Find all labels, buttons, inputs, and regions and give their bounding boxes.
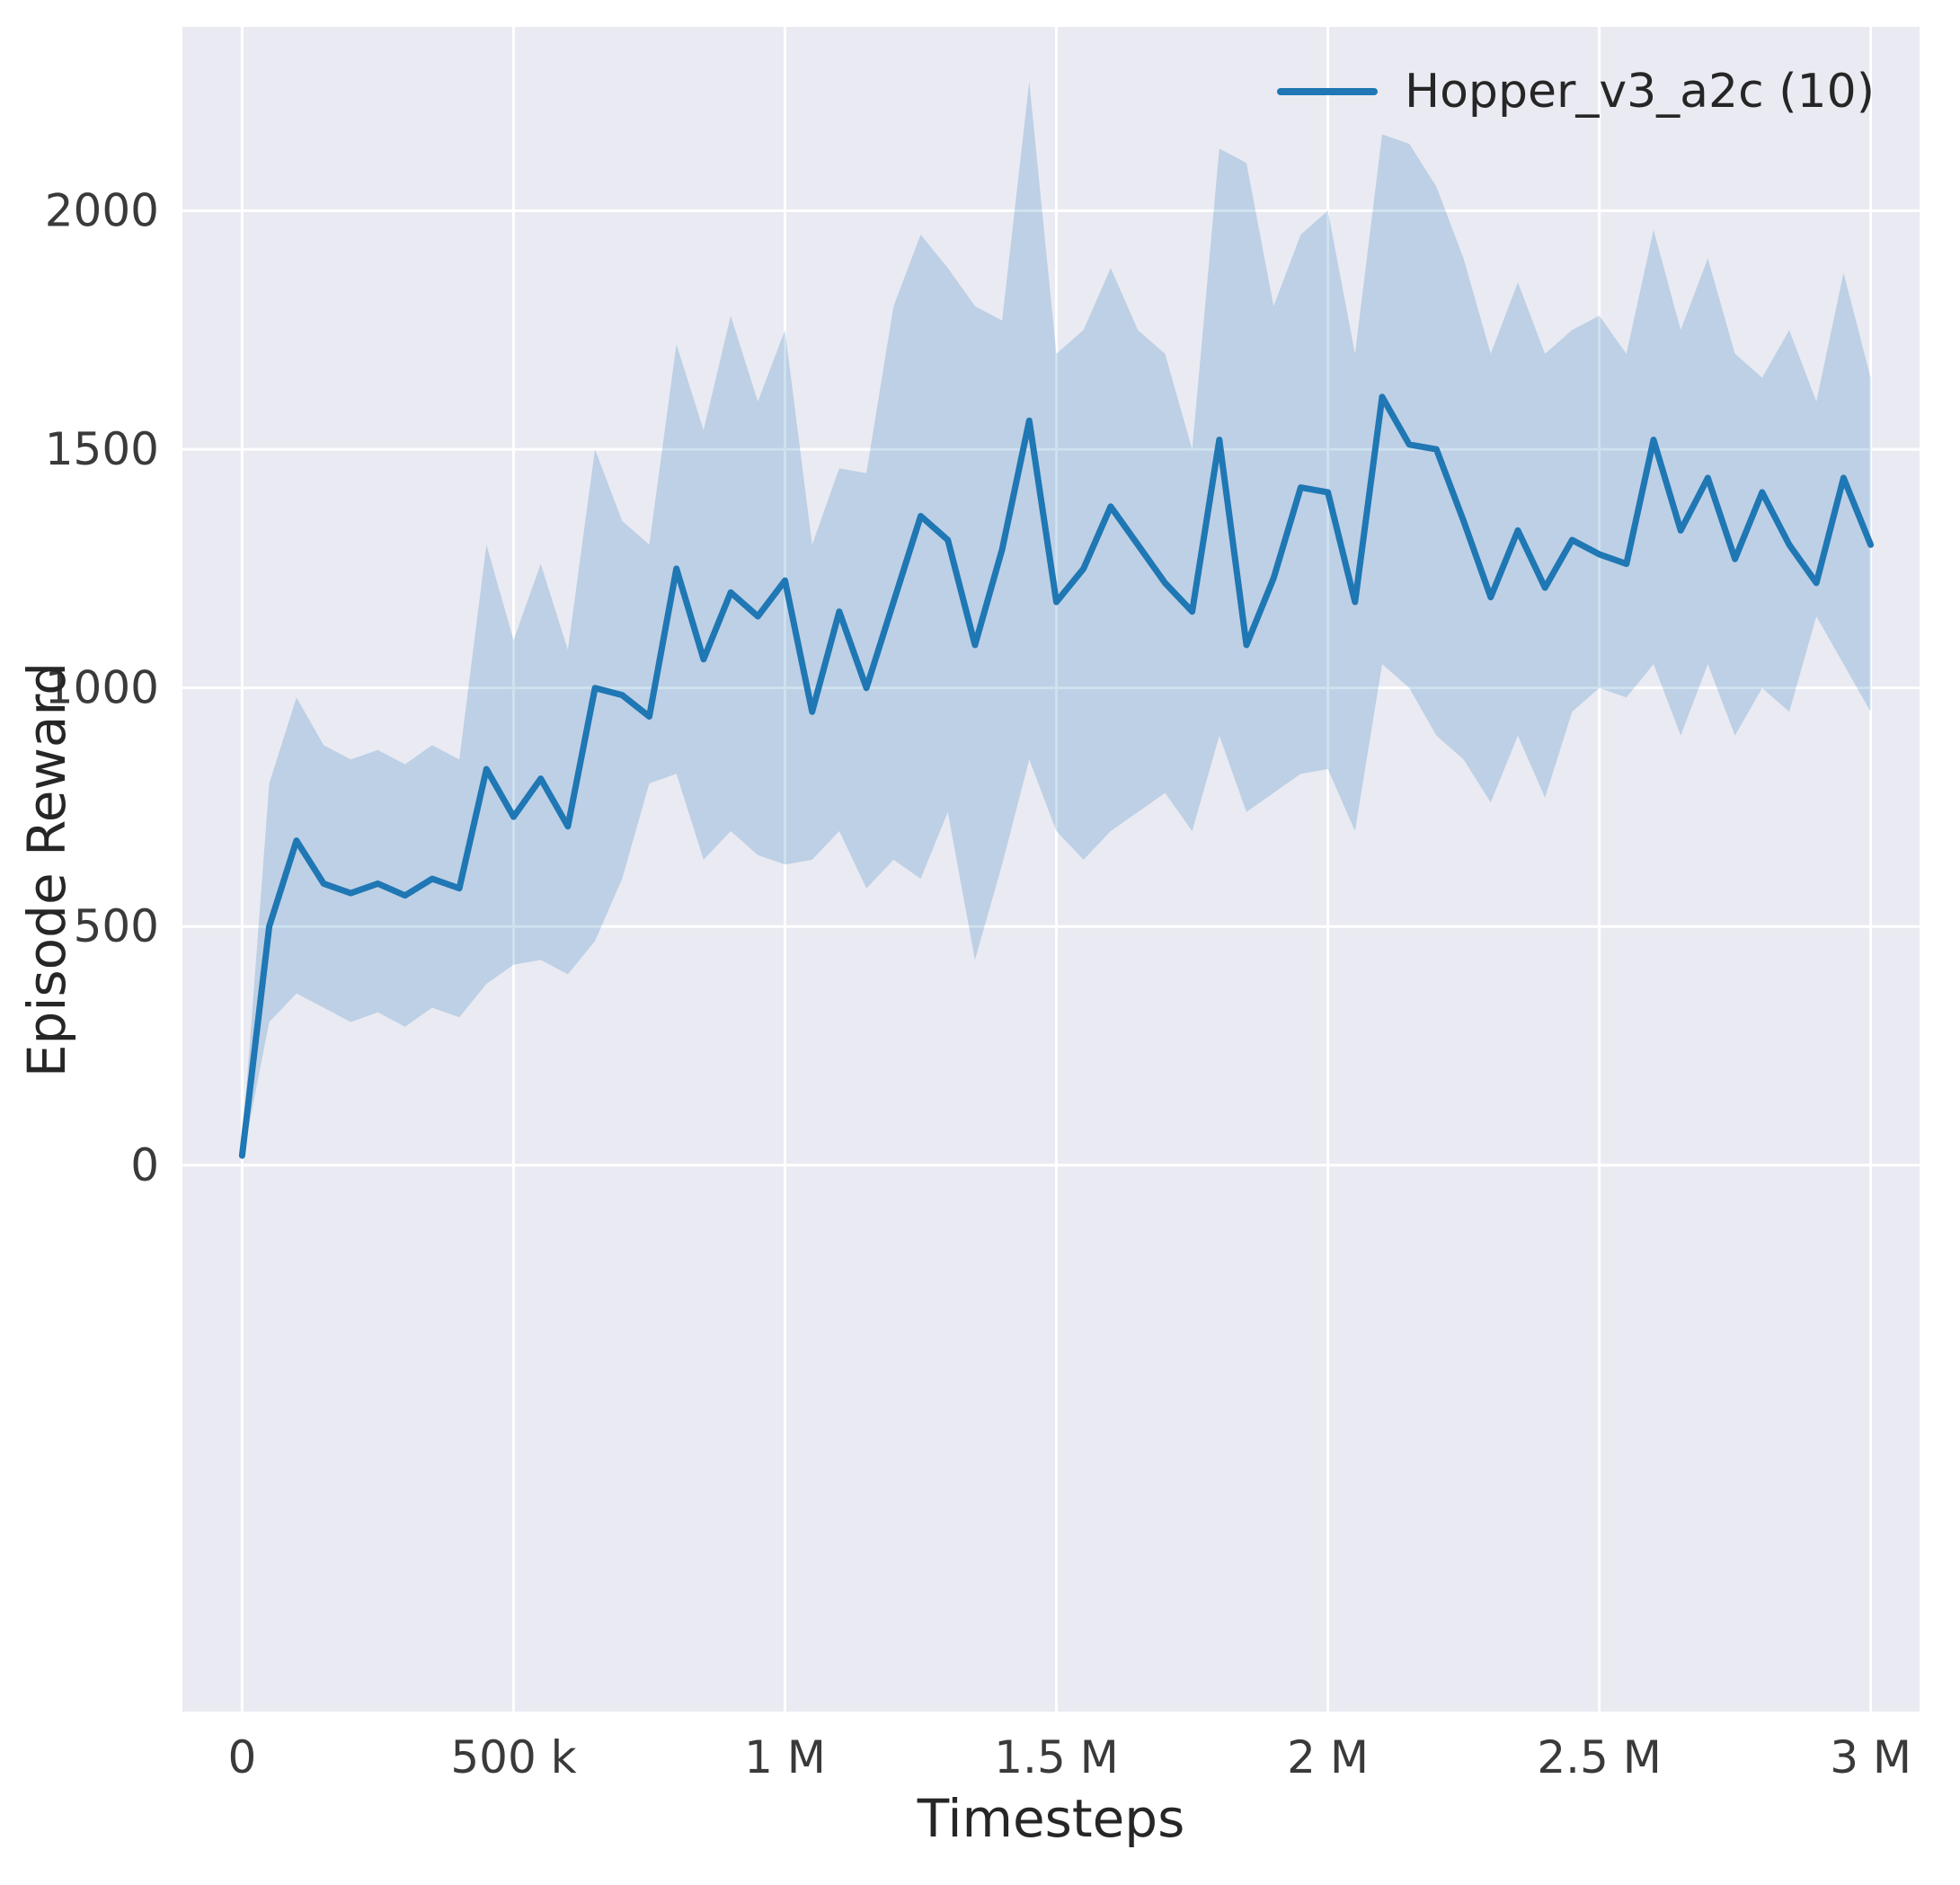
x-tick-label: 2 M <box>1287 1731 1369 1783</box>
plot-background <box>182 27 1920 1712</box>
x-tick-label: 3 M <box>1830 1731 1911 1783</box>
x-tick-label: 1.5 M <box>994 1731 1119 1783</box>
y-tick-label: 1500 <box>45 423 159 475</box>
legend: Hopper_v3_a2c (10) <box>1277 65 1875 119</box>
y-tick-label: 500 <box>74 900 159 952</box>
x-tick-label: 2.5 M <box>1537 1731 1662 1783</box>
legend-line-icon <box>1277 88 1379 95</box>
mean-reward-line <box>238 394 1875 1159</box>
x-axis-label: Timesteps <box>917 1788 1185 1849</box>
confidence-band <box>242 82 1871 1161</box>
x-tick-label: 1 M <box>744 1731 826 1783</box>
legend-label: Hopper_v3_a2c (10) <box>1405 65 1875 119</box>
y-axis-label: Episode Reward <box>16 661 77 1078</box>
y-tick-label: 1000 <box>45 662 159 714</box>
y-tick-label: 0 <box>130 1139 159 1191</box>
y-tick-label: 2000 <box>45 184 159 236</box>
x-tick-label: 500 k <box>450 1731 576 1783</box>
x-tick-label: 0 <box>228 1731 257 1783</box>
